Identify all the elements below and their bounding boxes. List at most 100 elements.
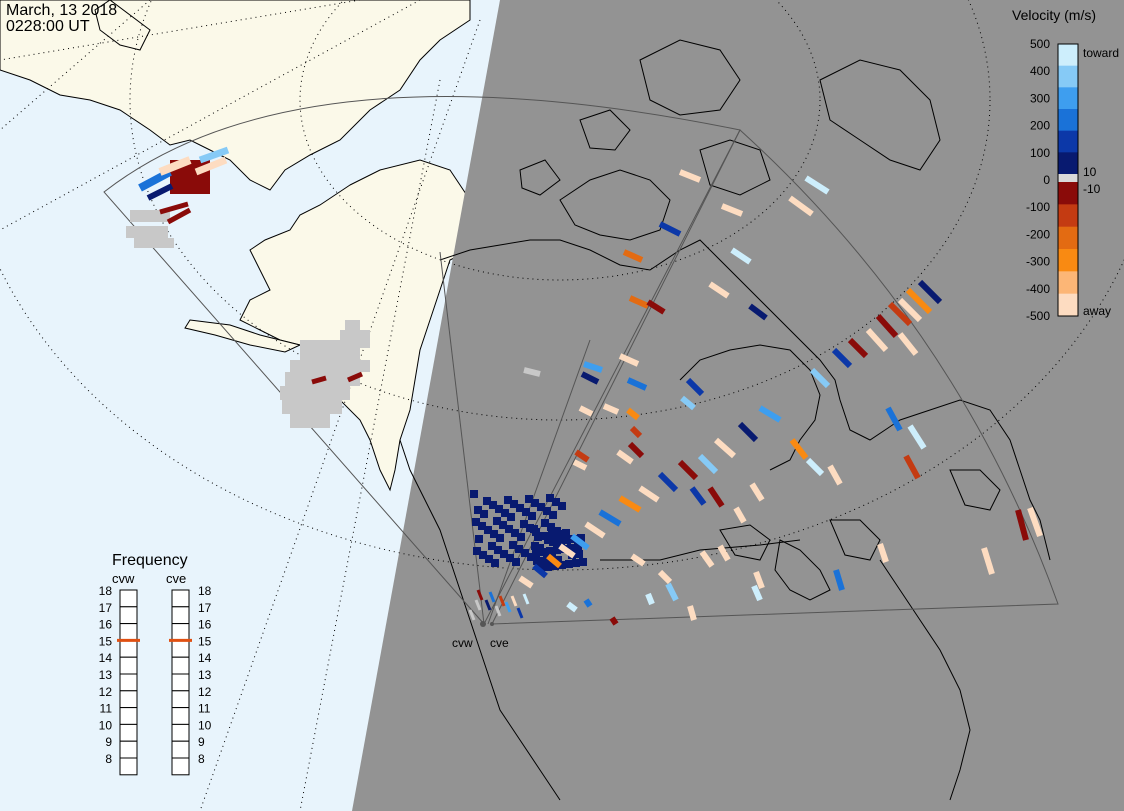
frequency-cell [119,740,138,759]
frequency-scale-right: 9 [198,735,205,749]
velocity-cell [543,507,551,515]
frequency-scale-left: 16 [99,618,113,632]
velocity-cell [340,330,370,348]
legend-swatch [1058,109,1078,132]
frequency-scale-left: 11 [100,702,113,716]
velocity-cell [788,195,814,217]
velocity-cell [527,553,535,561]
time-label: 0228:00 UT [6,18,90,35]
velocity-cell [499,521,507,529]
velocity-cell [543,556,551,564]
velocity-cell [626,407,640,421]
velocity-cell [485,555,493,563]
velocity-cell [158,156,192,176]
legend-color-bar [1057,43,1079,317]
velocity-cell [501,509,509,517]
velocity-cell [903,454,921,480]
velocity-cell [680,395,696,411]
velocity-cell [598,509,622,527]
legend-inner-tick-pos: 10 [1083,165,1097,179]
velocity-cell [572,459,588,471]
land-chukotka-detail [94,0,151,51]
velocity-cell [531,542,539,550]
velocity-cell [645,592,655,606]
radar-site-cvw-marker [480,621,486,627]
velocity-cell [474,599,482,611]
velocity-data-cells [126,146,1043,626]
frequency-radar-cve: cve [166,571,186,586]
legend-swatch [1058,152,1078,175]
frequency-cell [119,589,138,608]
velocity-cell [510,595,518,607]
velocity-cell [602,403,620,415]
velocity-cell [658,221,682,237]
legend-title: Velocity (m/s) [1012,7,1096,23]
velocity-cell [707,486,725,508]
frequency-cell [119,606,138,625]
frequency-scale-right: 15 [198,634,212,648]
velocity-cell [476,589,484,601]
velocity-cell [1027,506,1043,538]
velocity-cell [553,546,561,554]
velocity-cell [506,554,514,562]
frequency-cell [119,673,138,692]
velocity-cell [753,570,765,590]
velocity-legend: Velocity (m/s) 500 400 300 200 100 0 -100 -200 -… [1012,7,1119,323]
velocity-cell [546,547,554,555]
velocity-cell [665,582,679,602]
velocity-cell [897,297,923,323]
frequency-cell [171,723,190,742]
velocity-cell [490,530,498,538]
velocity-cell [290,414,330,428]
velocity-cell [517,533,525,541]
legend-tick-label: -100 [1026,200,1050,214]
velocity-cell [516,504,524,512]
legend-swatch [1058,204,1078,228]
frequency-scale-left: 13 [99,668,113,682]
velocity-cell [512,558,520,566]
land-aleutians [184,319,302,353]
velocity-cell [504,601,512,613]
velocity-cell [520,520,528,528]
velocity-cell [134,238,174,248]
frequency-cell [171,623,190,641]
legend-bar-frame [1057,43,1079,317]
velocity-cell [555,530,563,538]
frequency-radar-cvw: cvw [112,571,135,586]
velocity-cell [572,559,580,567]
velocity-cell [630,553,646,567]
velocity-cell [717,544,731,562]
velocity-cell [831,347,853,369]
velocity-cell [616,449,634,465]
velocity-cell [311,375,327,385]
velocity-cell [138,168,172,192]
frequency-scale-left: 15 [99,634,113,648]
frequency-scale-left: 9 [105,735,112,749]
velocity-cell [488,542,496,550]
velocity-cell [748,303,768,321]
legend-tick-label: 300 [1030,91,1050,105]
velocity-cell [554,556,562,564]
velocity-cell [1015,509,1029,541]
legend-swatch [1058,130,1078,153]
velocity-cell [480,510,488,518]
frequency-scale-right: 14 [198,651,212,665]
velocity-cell [749,482,765,502]
frequency-cell [119,656,138,675]
velocity-cell [789,438,809,460]
velocity-cell [475,535,483,543]
velocity-cell [907,424,927,450]
velocity-cell [537,503,545,511]
velocity-cell [558,561,566,569]
frequency-scale-right: 18 [198,584,212,598]
velocity-cell [584,521,606,539]
velocity-cell [518,575,534,589]
velocity-cell [510,500,518,508]
velocity-cell [751,584,763,602]
frequency-cell [171,740,190,759]
frequency-scale-right: 16 [198,618,212,632]
velocity-cell [541,519,549,527]
velocity-cell [685,377,705,397]
velocity-cell [629,425,643,439]
velocity-cell [532,549,540,557]
